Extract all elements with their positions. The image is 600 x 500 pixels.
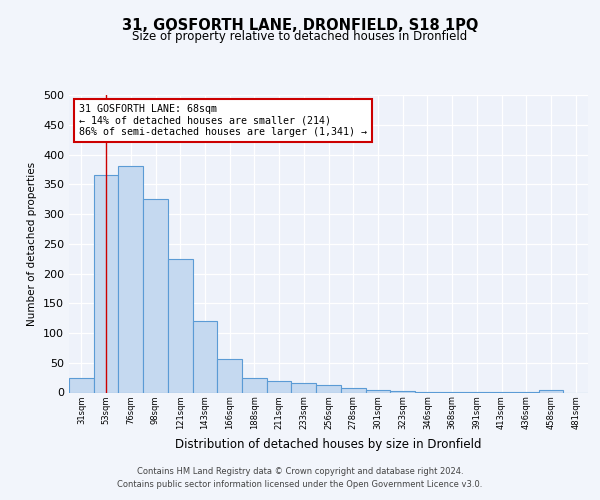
Bar [69, 378, 94, 392]
Bar [242, 378, 267, 392]
Y-axis label: Number of detached properties: Number of detached properties [28, 162, 37, 326]
Text: Size of property relative to detached houses in Dronfield: Size of property relative to detached ho… [133, 30, 467, 43]
Text: 31, GOSFORTH LANE, DRONFIELD, S18 1PQ: 31, GOSFORTH LANE, DRONFIELD, S18 1PQ [122, 18, 478, 32]
Bar [217, 358, 242, 392]
Bar [94, 176, 118, 392]
Bar [539, 390, 563, 392]
Bar [143, 199, 168, 392]
Bar [341, 388, 365, 392]
X-axis label: Distribution of detached houses by size in Dronfield: Distribution of detached houses by size … [175, 438, 482, 450]
Text: Contains public sector information licensed under the Open Government Licence v3: Contains public sector information licen… [118, 480, 482, 489]
Bar [267, 380, 292, 392]
Bar [292, 383, 316, 392]
Bar [365, 390, 390, 392]
Bar [168, 258, 193, 392]
Bar [193, 321, 217, 392]
Bar [118, 166, 143, 392]
Bar [316, 385, 341, 392]
Text: Contains HM Land Registry data © Crown copyright and database right 2024.: Contains HM Land Registry data © Crown c… [137, 467, 463, 476]
Text: 31 GOSFORTH LANE: 68sqm
← 14% of detached houses are smaller (214)
86% of semi-d: 31 GOSFORTH LANE: 68sqm ← 14% of detache… [79, 104, 367, 137]
